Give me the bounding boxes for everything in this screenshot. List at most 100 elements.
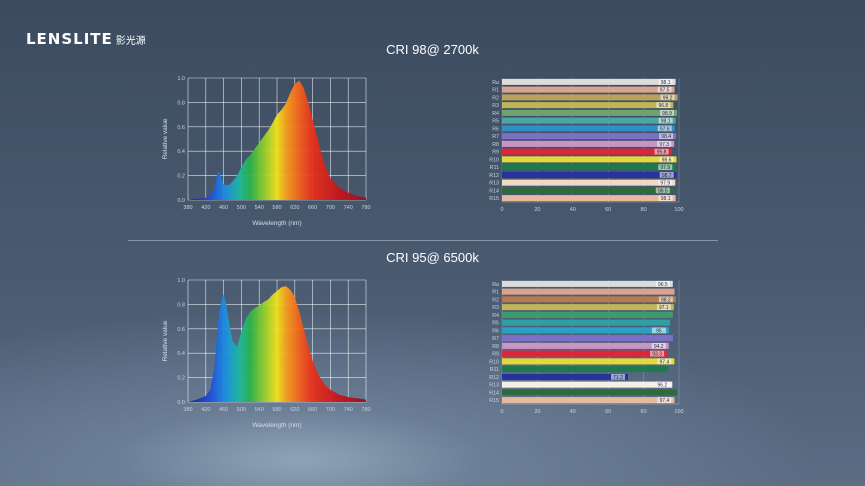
x-tick-label: 740 [344, 407, 353, 413]
y-tick-label: 0.0 [177, 400, 185, 406]
section-divider [128, 240, 718, 241]
cri-bar [502, 171, 677, 178]
value-label-box [658, 195, 673, 201]
logo-chinese: 影光源 [115, 35, 146, 47]
category-label: R12 [489, 375, 499, 381]
x-tick-label: 500 [237, 407, 246, 413]
value-label-box [658, 179, 673, 186]
category-label: R14 [489, 188, 499, 194]
logo-wordmark: LENSLITE [26, 30, 113, 48]
x-tick-label: 460 [219, 407, 228, 413]
value-label: 71.2 [613, 375, 623, 381]
value-label: 97.1 [659, 305, 669, 311]
x-tick-label: 40 [570, 409, 576, 415]
x-tick-label: 580 [272, 205, 281, 211]
category-label: R7 [492, 336, 499, 342]
x-tick-label: 700 [326, 407, 335, 413]
category-label: R1 [492, 290, 499, 296]
value-label-box [660, 94, 675, 101]
y-tick-label: 0.4 [177, 351, 185, 357]
y-tick-label: 0.4 [177, 149, 185, 155]
x-axis-label: Wavelength (nm) [252, 422, 301, 429]
value-label: 96.2 [657, 383, 667, 389]
x-tick-label: 380 [183, 205, 192, 211]
value-label-box [654, 148, 669, 155]
category-label: R9 [492, 150, 499, 156]
x-tick-label: 420 [201, 205, 210, 211]
x-axis-label: Wavelength (nm) [252, 220, 301, 227]
value-label: 98.1 [661, 119, 671, 125]
y-tick-label: 0.2 [177, 376, 185, 382]
value-label-box [658, 164, 673, 170]
value-label: 97.3 [659, 142, 669, 148]
category-label: R4 [492, 313, 499, 319]
category-label: R3 [492, 305, 499, 311]
spectrum-chart-6500k: 380 420 460 500 540 580 620 660 700 740 780 0.0 0.2 0… [162, 278, 371, 429]
spectrum-area [188, 286, 366, 402]
category-label: R15 [489, 398, 499, 404]
value-label-box [658, 296, 673, 303]
x-tick-label: 540 [255, 205, 264, 211]
section-title-6500k: CRI 95@ 6500k [386, 250, 479, 265]
value-label: 97.4 [660, 398, 670, 404]
cri-bar [502, 342, 669, 349]
value-label-box [657, 125, 672, 132]
value-label-box [656, 102, 671, 108]
value-label: 93.3 [652, 352, 662, 358]
x-tick-label: 460 [219, 205, 228, 211]
category-label: R9 [492, 352, 499, 358]
category-label: R6 [492, 126, 499, 132]
cri-bar [502, 280, 673, 287]
x-tick-label: 380 [183, 407, 192, 413]
category-label: R11 [490, 367, 499, 373]
value-label: 96.8 [658, 103, 668, 109]
x-tick-label: 780 [361, 205, 370, 211]
value-label-box [650, 350, 665, 357]
category-label: R12 [489, 173, 499, 179]
category-label: Ra [492, 282, 499, 288]
value-label-box [655, 381, 670, 388]
category-label: Ra [492, 80, 499, 86]
value-label: 98.4 [661, 134, 671, 140]
x-tick-label: 0 [500, 409, 503, 415]
value-label: 97.9 [660, 181, 670, 187]
value-label-box [651, 327, 666, 334]
value-label-box [655, 187, 670, 194]
value-label-box [611, 374, 626, 380]
value-label: 97.6 [660, 126, 670, 132]
x-tick-label: 0 [500, 207, 503, 213]
y-axis-label: Relative value [162, 118, 169, 159]
cri-bar [502, 133, 677, 140]
value-label: 97.9 [660, 165, 670, 171]
cri-bar [502, 179, 676, 186]
x-tick-label: 660 [308, 407, 317, 413]
cri-bar [502, 319, 671, 326]
value-label: 98.1 [661, 196, 671, 202]
cri-bar [502, 125, 675, 132]
cri-bar [502, 187, 673, 194]
value-label-box [659, 172, 674, 178]
value-label: 96.5 [658, 188, 668, 194]
x-tick-label: 740 [344, 205, 353, 211]
cri-bar [502, 335, 673, 342]
category-label: R10 [489, 157, 499, 163]
x-tick-label: 500 [237, 205, 246, 211]
category-label: R8 [492, 344, 499, 350]
y-tick-label: 0.0 [177, 198, 185, 204]
cri-bar [502, 140, 675, 147]
value-label-box [657, 358, 672, 365]
category-label: R8 [492, 142, 499, 148]
value-label-box [656, 304, 671, 310]
cri-bar [502, 350, 668, 357]
cri-bar [502, 148, 672, 155]
x-tick-label: 700 [326, 205, 335, 211]
cri-bar [502, 358, 675, 365]
cri-bar [502, 117, 676, 124]
cri-bar [502, 102, 674, 109]
y-tick-label: 1.0 [177, 278, 185, 284]
x-tick-label: 20 [534, 409, 540, 415]
x-tick-label: 620 [290, 205, 299, 211]
x-tick-label: 100 [674, 409, 683, 415]
category-label: R6 [492, 328, 499, 334]
